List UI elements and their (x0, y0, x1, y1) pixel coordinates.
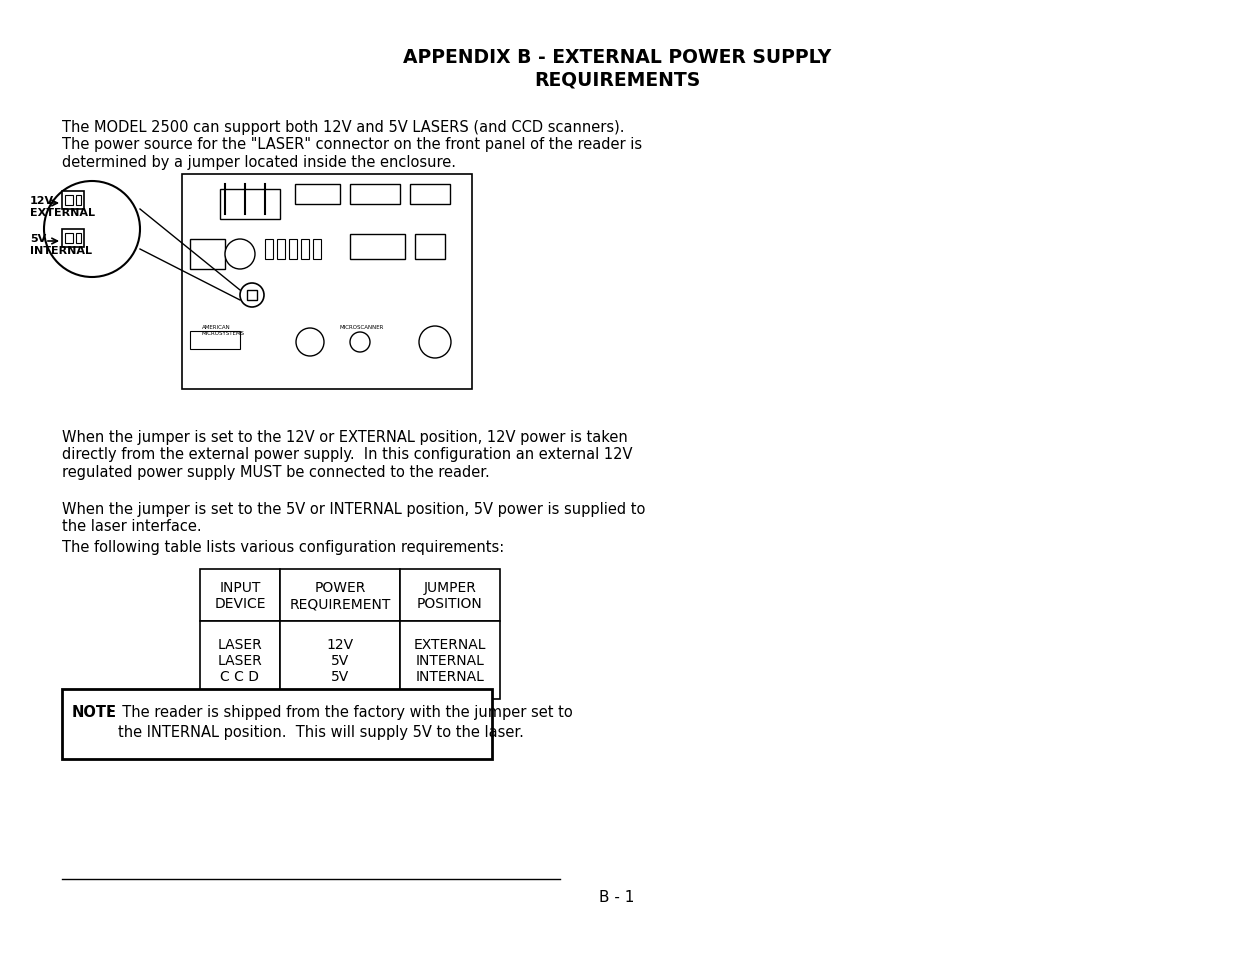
Circle shape (240, 284, 264, 308)
Text: INPUT
DEVICE: INPUT DEVICE (214, 580, 266, 611)
Text: MICROSCANNER: MICROSCANNER (340, 325, 384, 330)
Text: B - 1: B - 1 (599, 889, 635, 904)
Bar (247, 291, 257, 301)
Bar (280, 569, 400, 621)
Bar (200, 621, 280, 700)
Text: LASER
LASER
C C D: LASER LASER C C D (217, 638, 262, 683)
Circle shape (350, 333, 370, 353)
Circle shape (419, 327, 451, 358)
Text: the INTERNAL position.  This will supply 5V to the laser.: the INTERNAL position. This will supply … (119, 724, 524, 740)
Text: :  The reader is shipped from the factory with the jumper set to: : The reader is shipped from the factory… (107, 704, 573, 720)
Bar (277, 240, 285, 260)
Text: APPENDIX B - EXTERNAL POWER SUPPLY: APPENDIX B - EXTERNAL POWER SUPPLY (403, 48, 831, 67)
Bar (65, 233, 73, 244)
Text: The following table lists various configuration requirements:: The following table lists various config… (62, 539, 504, 555)
Text: POWER
REQUIREMENT: POWER REQUIREMENT (289, 580, 390, 611)
Bar (400, 569, 500, 621)
Bar (200, 569, 280, 621)
Bar (415, 234, 445, 260)
Bar (62, 230, 84, 248)
Text: 12V
5V
5V: 12V 5V 5V (326, 638, 353, 683)
Bar (280, 621, 400, 700)
Bar (301, 240, 309, 260)
Bar (350, 234, 405, 260)
Bar (410, 185, 450, 205)
Bar (295, 185, 340, 205)
Text: 5V
INTERNAL: 5V INTERNAL (30, 233, 91, 255)
Text: NOTE: NOTE (72, 704, 117, 720)
Bar (182, 174, 472, 390)
Text: AMERICAN
MICROSYSTEMS: AMERICAN MICROSYSTEMS (203, 325, 245, 335)
Bar (190, 240, 225, 270)
Bar (350, 185, 400, 205)
Text: REQUIREMENTS: REQUIREMENTS (534, 70, 700, 89)
Bar (220, 190, 280, 220)
Bar (400, 621, 500, 700)
Text: JUMPER
POSITION: JUMPER POSITION (417, 580, 483, 611)
Bar (312, 240, 321, 260)
Bar (62, 192, 84, 210)
Bar (77, 233, 82, 244)
Text: The MODEL 2500 can support both 12V and 5V LASERS (and CCD scanners).
The power : The MODEL 2500 can support both 12V and … (62, 120, 642, 170)
Circle shape (225, 240, 254, 270)
Circle shape (296, 329, 324, 356)
Bar (190, 332, 240, 350)
Text: When the jumper is set to the 12V or EXTERNAL position, 12V power is taken
direc: When the jumper is set to the 12V or EXT… (62, 430, 632, 479)
Text: EXTERNAL
INTERNAL
INTERNAL: EXTERNAL INTERNAL INTERNAL (414, 638, 487, 683)
Circle shape (44, 182, 140, 277)
Text: 12V
EXTERNAL: 12V EXTERNAL (30, 195, 95, 217)
Bar (65, 195, 73, 206)
Bar (266, 240, 273, 260)
Bar (62, 689, 492, 760)
Bar (289, 240, 296, 260)
Bar (77, 195, 82, 206)
Text: When the jumper is set to the 5V or INTERNAL position, 5V power is supplied to
t: When the jumper is set to the 5V or INTE… (62, 501, 646, 534)
